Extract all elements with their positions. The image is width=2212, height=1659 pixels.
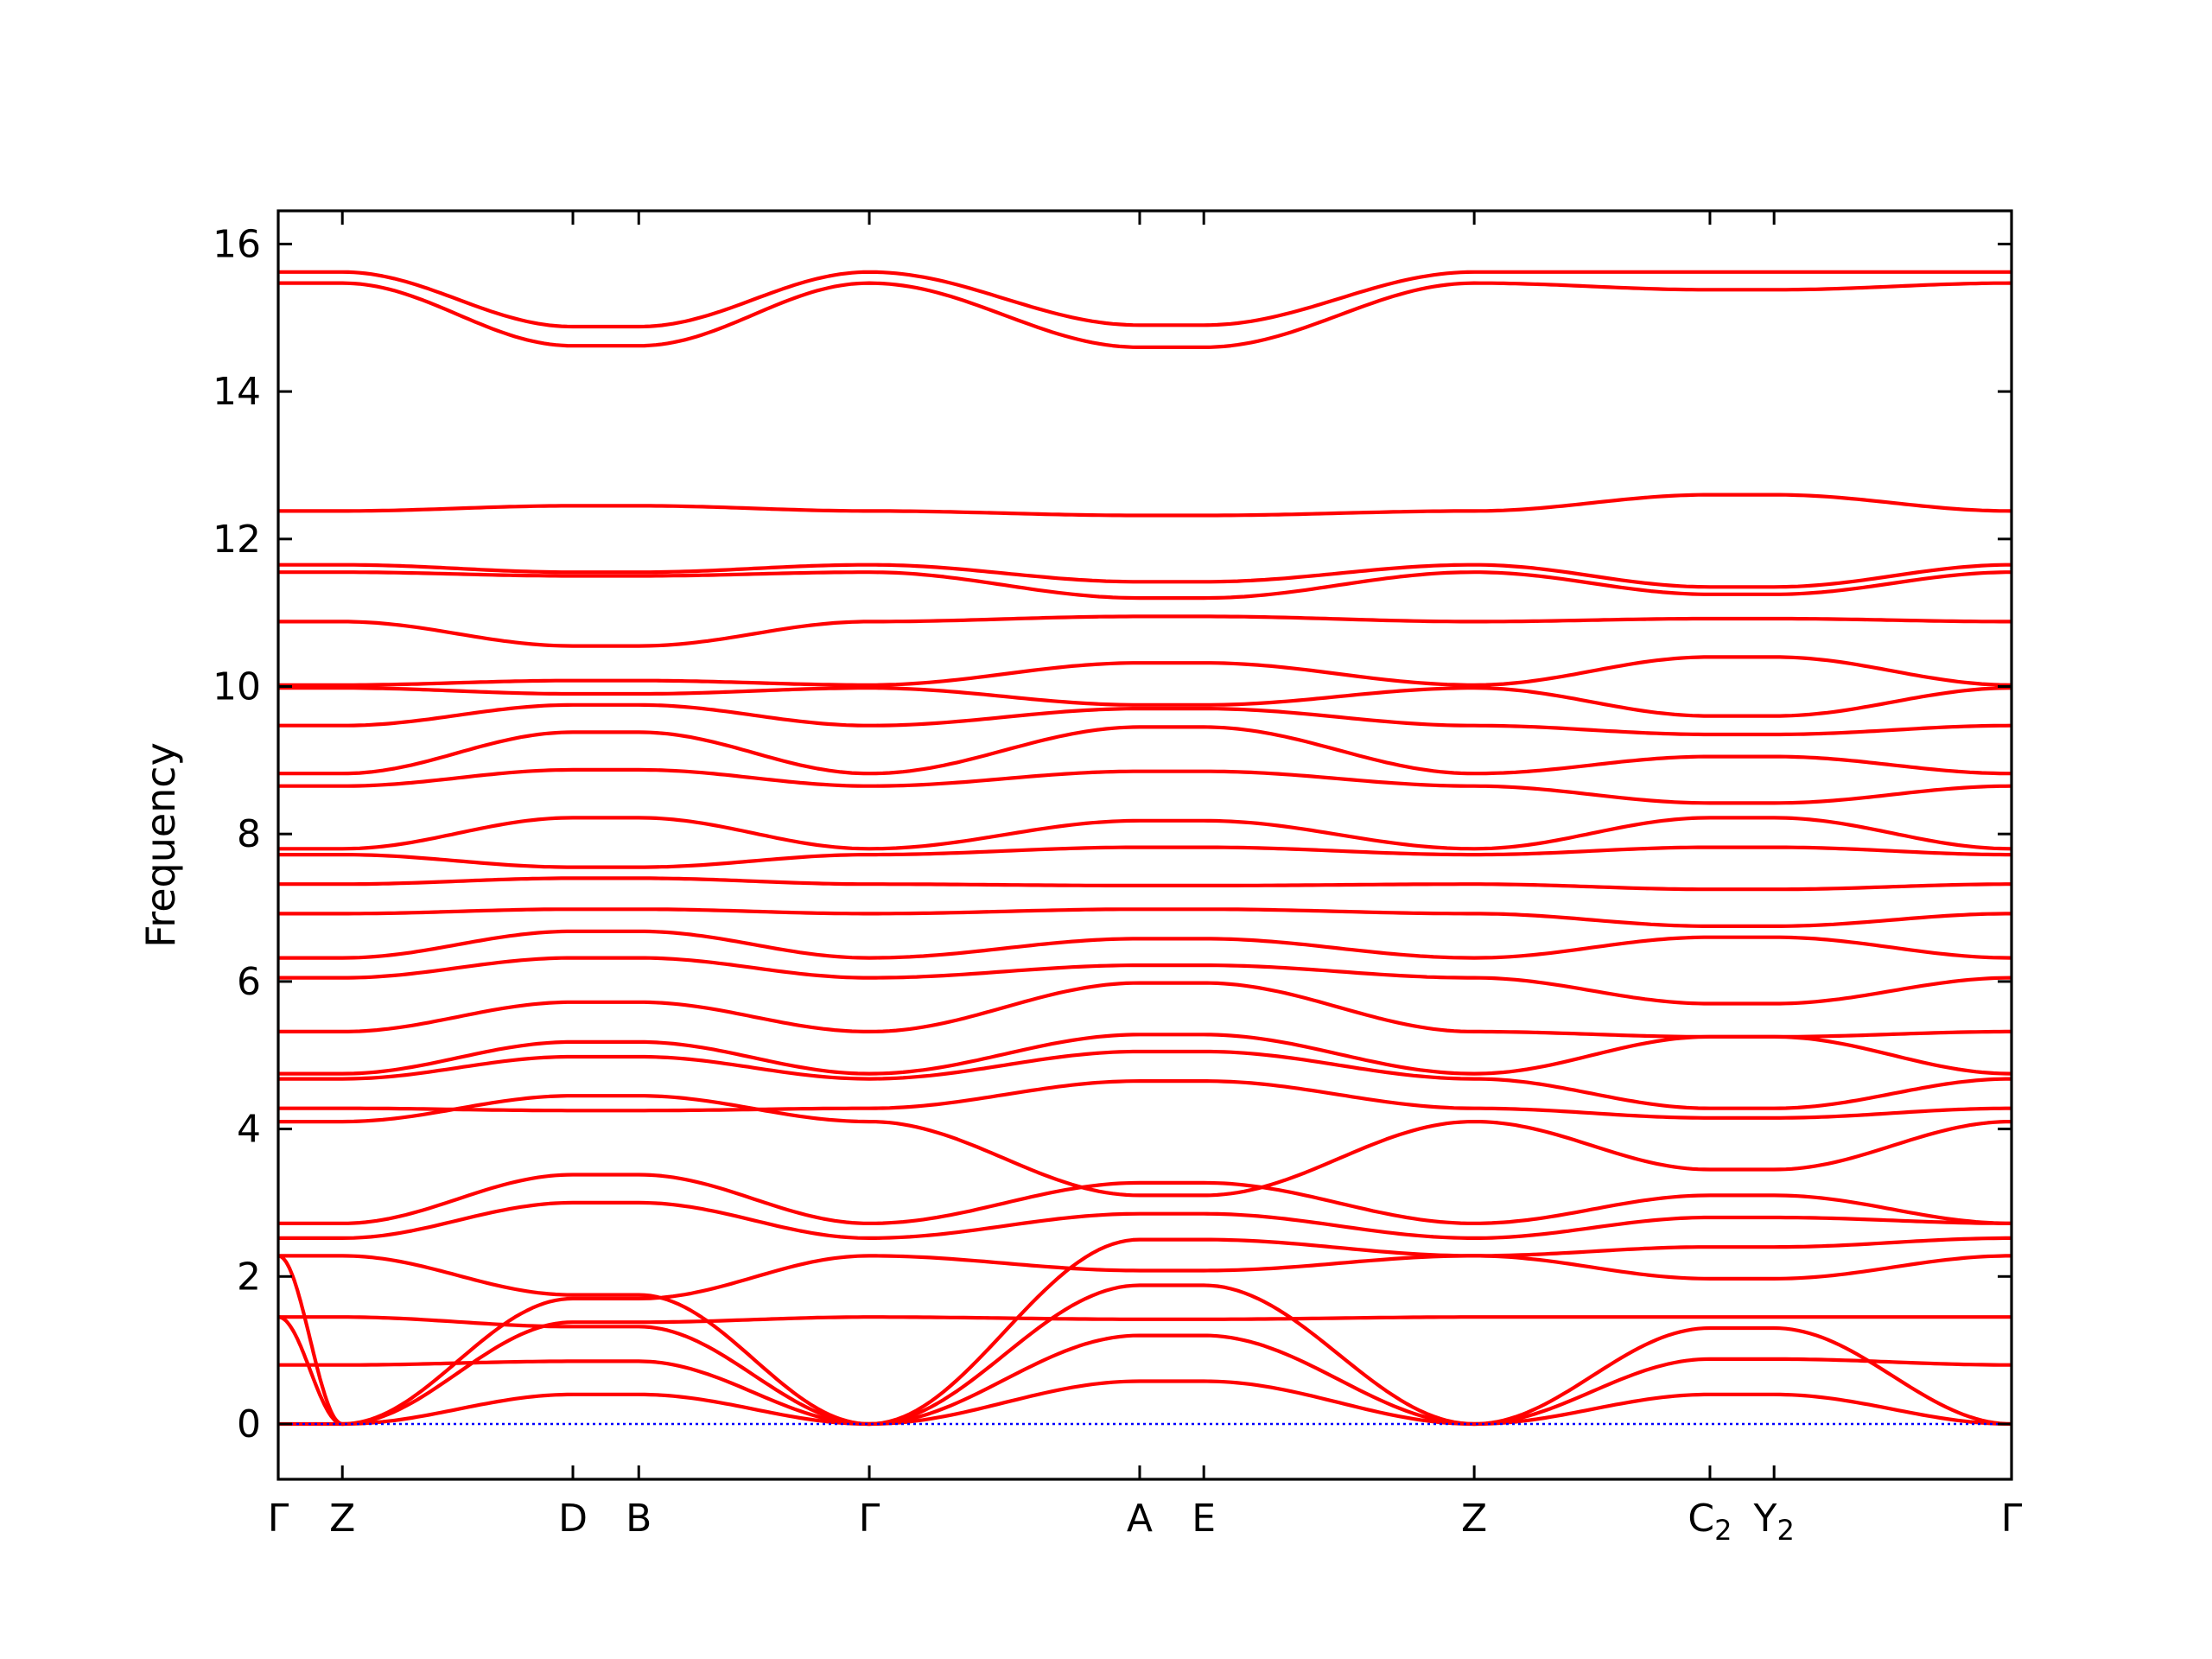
band-22 bbox=[277, 702, 2012, 737]
x-tick-label: C2 bbox=[1688, 1497, 1732, 1547]
band-12 bbox=[277, 1033, 2012, 1076]
x-tick-label: Γ bbox=[268, 1497, 289, 1541]
band-16 bbox=[277, 907, 2012, 928]
band-14 bbox=[277, 956, 2012, 1006]
band-28 bbox=[277, 493, 2012, 518]
band-6 bbox=[277, 1236, 2012, 1427]
x-tick-label: E bbox=[1192, 1497, 1216, 1541]
band-26 bbox=[277, 570, 2012, 601]
y-tick-label: 2 bbox=[237, 1255, 261, 1299]
band-25 bbox=[277, 614, 2012, 648]
axes-layer bbox=[276, 209, 2013, 1481]
y-tick-label: 16 bbox=[213, 222, 261, 266]
band-23 bbox=[277, 686, 2012, 718]
band-15 bbox=[277, 929, 2012, 960]
x-tick-label: B bbox=[626, 1497, 652, 1541]
x-tick-label: Z bbox=[329, 1497, 355, 1541]
band-7 bbox=[277, 1200, 2012, 1240]
band-2 bbox=[277, 1333, 2012, 1427]
band-21 bbox=[277, 725, 2012, 776]
x-tick-label: A bbox=[1127, 1497, 1153, 1541]
x-tick-label: D bbox=[558, 1497, 588, 1541]
y-tick-label: 0 bbox=[237, 1402, 261, 1446]
band-3 bbox=[277, 1283, 2012, 1427]
y-tick-label: 14 bbox=[213, 370, 261, 414]
band-9 bbox=[277, 1094, 2012, 1198]
band-8 bbox=[277, 1173, 2012, 1225]
x-tick-label: Γ bbox=[859, 1497, 880, 1541]
band-19 bbox=[277, 816, 2012, 851]
band-18 bbox=[277, 845, 2012, 869]
band-24 bbox=[277, 655, 2012, 687]
band-4 bbox=[277, 1315, 2012, 1427]
y-tick-label: 12 bbox=[213, 518, 261, 562]
plot-frame bbox=[276, 209, 2013, 1481]
band-5 bbox=[277, 1254, 2012, 1427]
band-11 bbox=[277, 1049, 2012, 1110]
x-tick-label: Y2 bbox=[1753, 1497, 1795, 1547]
band-1 bbox=[277, 1379, 2012, 1427]
band-29 bbox=[277, 281, 2012, 349]
y-tick-label: 8 bbox=[237, 812, 261, 856]
x-tick-label: Γ bbox=[2001, 1497, 2023, 1541]
x-tick-label: Z bbox=[1461, 1497, 1487, 1541]
band-20 bbox=[277, 767, 2012, 805]
band-10 bbox=[277, 1079, 2012, 1120]
y-axis-label: Frequency bbox=[137, 742, 184, 948]
y-tick-label: 4 bbox=[237, 1108, 261, 1152]
band-30 bbox=[277, 270, 2012, 329]
band-17 bbox=[277, 876, 2012, 892]
band-13 bbox=[277, 981, 2012, 1039]
y-tick-label: 6 bbox=[237, 960, 261, 1004]
bands-layer bbox=[277, 270, 2012, 1427]
band-27 bbox=[277, 563, 2012, 589]
y-tick-label: 10 bbox=[213, 665, 261, 709]
